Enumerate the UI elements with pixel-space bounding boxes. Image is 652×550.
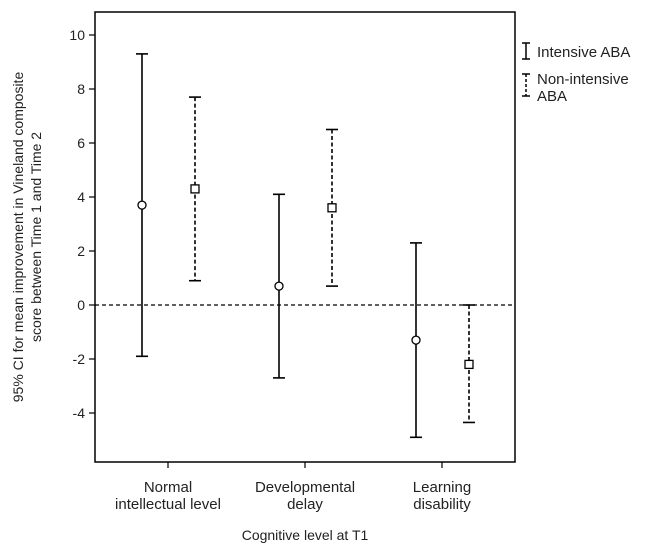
mean-marker-circle	[274, 281, 284, 291]
legend-label-intensive: Intensive ABA	[537, 44, 630, 61]
y-tick-label: -4	[73, 405, 86, 421]
legend-icon-non-intensive	[522, 73, 530, 97]
x-tick-label: intellectual level	[115, 496, 221, 513]
error-bar	[463, 304, 475, 424]
plot-frame	[94, 11, 516, 463]
error-bar	[326, 128, 338, 287]
y-axis-title-line-1: 95% CI for mean improvement in Vineland …	[10, 72, 26, 403]
y-axis: -4 -2 0 2 4 6 8 10	[69, 27, 95, 421]
x-tick-label: Developmental	[255, 479, 355, 496]
y-tick-label: -2	[73, 351, 86, 367]
x-axis-title: Cognitive level at T1	[242, 527, 369, 543]
y-tick-label: 0	[77, 297, 85, 313]
x-tick-label: Learning	[413, 479, 471, 496]
mean-marker-square	[464, 359, 474, 370]
y-tick-label: 4	[77, 189, 85, 205]
error-bar	[189, 96, 201, 282]
mean-marker-square	[190, 184, 200, 194]
legend-icon-intensive	[522, 42, 530, 60]
y-axis-title-line-2: score between Time 1 and Time 2	[28, 132, 44, 342]
error-bar	[410, 242, 422, 439]
error-bar	[273, 193, 285, 379]
y-tick-label: 10	[69, 27, 85, 43]
x-tick-label: delay	[287, 496, 323, 513]
error-bars	[136, 53, 475, 439]
x-tick-label: disability	[413, 496, 471, 513]
mean-marker-square	[327, 203, 337, 213]
legend: Intensive ABA Non-intensive ABA	[522, 42, 630, 105]
x-tick-label: Normal	[144, 479, 192, 496]
legend-label-non-intensive-line-2: ABA	[537, 88, 567, 105]
y-tick-label: 8	[77, 81, 85, 97]
mean-marker-circle	[411, 335, 421, 345]
y-tick-label: 6	[77, 135, 85, 151]
error-bar	[136, 53, 148, 358]
y-tick-label: 2	[77, 243, 85, 259]
mean-marker-circle	[137, 200, 147, 210]
legend-label-non-intensive-line-1: Non-intensive	[537, 71, 629, 88]
